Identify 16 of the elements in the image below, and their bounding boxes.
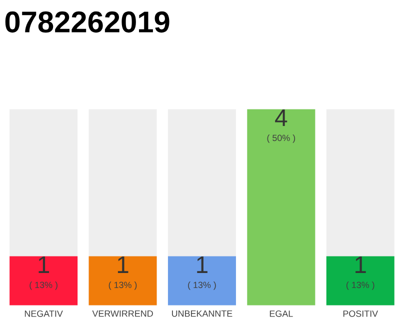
x-tick-label: NEGATIV [24,310,63,317]
annotation: ( 13% ) [188,281,216,290]
x-tick-label: VERWIRREND [92,310,153,317]
data-label: 1 [197,256,208,273]
annotation: ( 50% ) [267,134,296,143]
data-label: 1 [38,256,50,273]
data-label: 1 [356,256,366,273]
x-tick-label: UNBEKANNTE [172,310,232,317]
chart-title: 0782262019 [5,11,170,33]
data-label: 1 [118,256,128,273]
annotation: ( 13% ) [108,281,137,290]
x-tick-label: EGAL [270,310,293,317]
data-label: 4 [275,109,288,126]
annotation: ( 13% ) [30,281,58,290]
x-tick-label: POSITIV [343,310,378,317]
annotation: ( 13% ) [346,281,374,290]
